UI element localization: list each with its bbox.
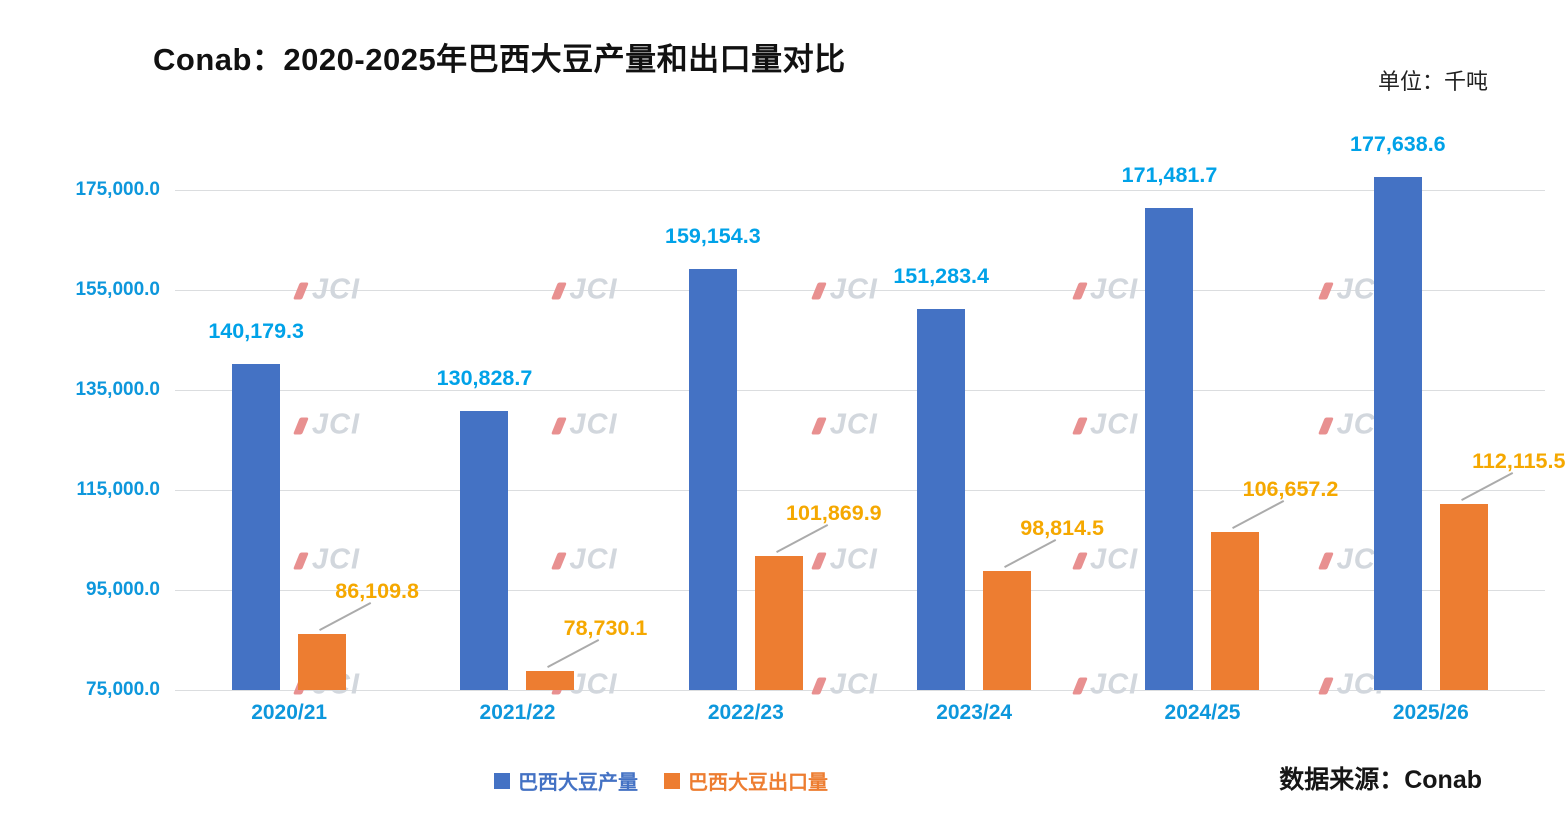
production-bar: [688, 269, 737, 690]
legend-label: 巴西大豆出口量: [688, 772, 828, 794]
production-value-label: 130,828.7: [436, 365, 533, 390]
plot-area: JCI JCI JCI JCI JCI JCI JCI JCI JCI JCI JCI JCI JCI J…: [175, 132, 1565, 701]
leader-line: [319, 602, 372, 632]
legend-label: 巴西大豆产量: [518, 772, 638, 794]
production-bar: [1373, 176, 1422, 690]
production-bar: [460, 410, 509, 690]
bar-group: 159,154.3 101,869.9: [632, 140, 882, 690]
leader-line: [1232, 499, 1285, 529]
y-tick-label: 115,000.0: [76, 479, 160, 500]
x-axis: 2020/21 2021/22 2022/23 2023/24 2024/25 2025/…: [175, 701, 1545, 725]
bar-group: 171,481.7 106,657.2: [1088, 140, 1338, 690]
y-tick-label: 175,000.0: [75, 179, 160, 200]
bar-group: 177,638.6 112,115.5: [1317, 132, 1565, 690]
x-category-label: 2021/22: [479, 701, 556, 724]
export-bar: [298, 634, 347, 690]
legend-swatch: [664, 772, 680, 789]
production-value-label: 151,283.4: [893, 263, 989, 288]
export-value-label: 101,869.9: [785, 500, 882, 525]
bar-group: 130,828.7 78,730.1: [403, 140, 647, 690]
production-value-label: 177,638.6: [1349, 131, 1446, 156]
unit-label: 单位：千吨: [1377, 69, 1488, 94]
gridline: [175, 390, 1545, 391]
chart-area: 175,000.0 155,000.0 135,000.0 115,000.0 95,0…: [25, 132, 1565, 740]
y-tick-label: 155,000.0: [75, 279, 160, 300]
leader-line: [775, 523, 829, 553]
x-category-label: 2022/23: [707, 701, 784, 724]
chart-title: Conab：2020-2025年巴西大豆产量和出口量对比: [153, 42, 846, 77]
legend-swatch: [494, 772, 510, 789]
production-bar: [917, 308, 966, 690]
gridline: [175, 490, 1545, 491]
gridline: [175, 690, 1545, 691]
production-bar: [232, 364, 281, 690]
legend: 巴西大豆产量 巴西大豆出口量: [494, 766, 828, 795]
y-tick-label: 95,000.0: [86, 579, 160, 600]
bar-group: 140,179.3 86,109.8: [175, 140, 419, 690]
leader-line: [1460, 472, 1514, 502]
bar-group: 151,283.4 98,814.5: [860, 140, 1104, 690]
y-tick-label: 135,000.0: [75, 379, 160, 400]
x-category-label: 2025/26: [1392, 701, 1469, 724]
data-source: 数据来源：Conab: [1279, 766, 1482, 794]
leader-line: [547, 639, 600, 669]
export-value-label: 78,730.1: [563, 616, 648, 641]
export-value-label: 98,814.5: [1020, 515, 1104, 540]
x-category-label: 2020/21: [251, 701, 328, 724]
export-bar: [983, 570, 1032, 690]
gridline-layer: [175, 140, 1545, 691]
x-category-label: 2023/24: [936, 701, 1013, 724]
gridline: [175, 290, 1545, 291]
production-bar: [1145, 207, 1194, 690]
export-bar: [526, 671, 575, 690]
leader-line: [1004, 538, 1057, 568]
production-value-label: 140,179.3: [208, 319, 304, 344]
export-value-label: 106,657.2: [1242, 476, 1339, 501]
production-value-label: 171,481.7: [1121, 162, 1218, 187]
legend-item-production: 巴西大豆产量: [494, 766, 638, 795]
y-axis: 175,000.0 155,000.0 135,000.0 115,000.0 95,0…: [25, 140, 160, 700]
legend-item-export: 巴西大豆出口量: [664, 766, 828, 795]
export-value-label: 86,109.8: [335, 579, 419, 604]
gridline: [175, 190, 1545, 191]
y-tick-label: 75,000.0: [86, 679, 160, 700]
export-bar: [754, 555, 803, 690]
x-category-label: 2024/25: [1164, 701, 1241, 724]
export-bar: [1439, 504, 1488, 690]
export-bar: [1211, 531, 1260, 690]
production-value-label: 159,154.3: [665, 224, 761, 249]
bar-groups: 140,179.3 86,109.8 130,828.7 78,730.1 159,15…: [175, 132, 1565, 690]
gridline: [175, 590, 1545, 591]
export-value-label: 112,115.5: [1472, 449, 1566, 474]
